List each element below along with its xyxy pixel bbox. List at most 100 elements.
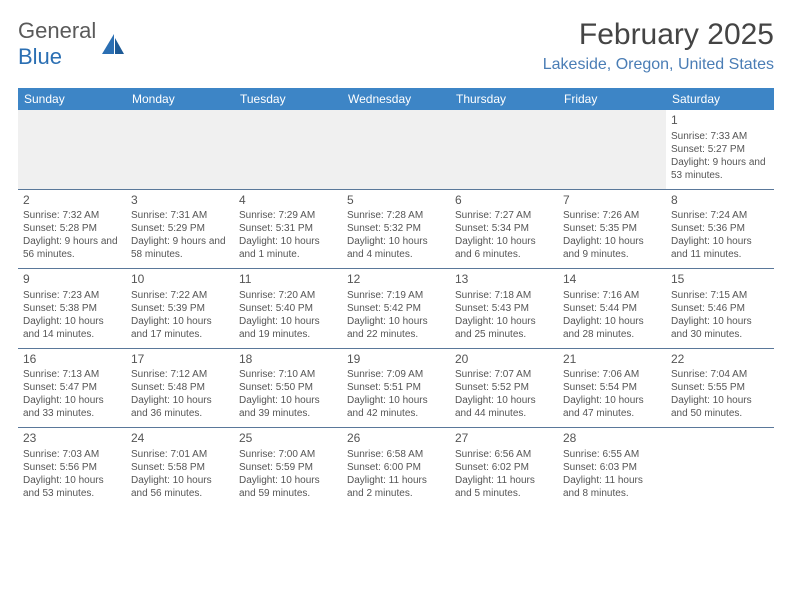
day-number: 17 <box>131 352 229 368</box>
day-number: 23 <box>23 431 121 447</box>
calendar-week: 2Sunrise: 7:32 AMSunset: 5:28 PMDaylight… <box>18 189 774 269</box>
day-number: 9 <box>23 272 121 288</box>
calendar-week: 1Sunrise: 7:33 AMSunset: 5:27 PMDaylight… <box>18 110 774 189</box>
day-number: 14 <box>563 272 661 288</box>
day-info: Sunrise: 6:55 AMSunset: 6:03 PMDaylight:… <box>563 448 661 500</box>
day-info: Sunrise: 7:31 AMSunset: 5:29 PMDaylight:… <box>131 209 229 261</box>
day-header: Wednesday <box>342 88 450 110</box>
calendar-cell: 4Sunrise: 7:29 AMSunset: 5:31 PMDaylight… <box>234 189 342 269</box>
logo-part2: Blue <box>18 44 62 69</box>
calendar-cell <box>558 110 666 189</box>
day-info: Sunrise: 7:22 AMSunset: 5:39 PMDaylight:… <box>131 289 229 341</box>
sail-icon <box>100 32 126 56</box>
day-info: Sunrise: 7:10 AMSunset: 5:50 PMDaylight:… <box>239 368 337 420</box>
day-number: 19 <box>347 352 445 368</box>
calendar-cell: 19Sunrise: 7:09 AMSunset: 5:51 PMDayligh… <box>342 348 450 428</box>
day-info: Sunrise: 7:09 AMSunset: 5:51 PMDaylight:… <box>347 368 445 420</box>
calendar-cell <box>234 110 342 189</box>
day-info: Sunrise: 7:03 AMSunset: 5:56 PMDaylight:… <box>23 448 121 500</box>
calendar-cell: 17Sunrise: 7:12 AMSunset: 5:48 PMDayligh… <box>126 348 234 428</box>
day-info: Sunrise: 7:12 AMSunset: 5:48 PMDaylight:… <box>131 368 229 420</box>
day-number: 1 <box>671 113 769 129</box>
calendar-cell <box>18 110 126 189</box>
calendar-body: 1Sunrise: 7:33 AMSunset: 5:27 PMDaylight… <box>18 110 774 507</box>
day-info: Sunrise: 7:16 AMSunset: 5:44 PMDaylight:… <box>563 289 661 341</box>
day-info: Sunrise: 7:18 AMSunset: 5:43 PMDaylight:… <box>455 289 553 341</box>
day-info: Sunrise: 7:15 AMSunset: 5:46 PMDaylight:… <box>671 289 769 341</box>
day-number: 5 <box>347 193 445 209</box>
day-header: Monday <box>126 88 234 110</box>
location: Lakeside, Oregon, United States <box>543 56 774 74</box>
calendar-cell <box>342 110 450 189</box>
day-number: 13 <box>455 272 553 288</box>
calendar-cell: 14Sunrise: 7:16 AMSunset: 5:44 PMDayligh… <box>558 269 666 349</box>
day-number: 3 <box>131 193 229 209</box>
page-title: February 2025 <box>543 18 774 52</box>
day-number: 12 <box>347 272 445 288</box>
day-header: Friday <box>558 88 666 110</box>
calendar-cell: 27Sunrise: 6:56 AMSunset: 6:02 PMDayligh… <box>450 428 558 507</box>
day-number: 22 <box>671 352 769 368</box>
calendar-cell: 23Sunrise: 7:03 AMSunset: 5:56 PMDayligh… <box>18 428 126 507</box>
day-number: 18 <box>239 352 337 368</box>
calendar-cell: 18Sunrise: 7:10 AMSunset: 5:50 PMDayligh… <box>234 348 342 428</box>
day-header-row: SundayMondayTuesdayWednesdayThursdayFrid… <box>18 88 774 110</box>
day-number: 28 <box>563 431 661 447</box>
day-header: Sunday <box>18 88 126 110</box>
day-info: Sunrise: 7:32 AMSunset: 5:28 PMDaylight:… <box>23 209 121 261</box>
calendar-cell: 21Sunrise: 7:06 AMSunset: 5:54 PMDayligh… <box>558 348 666 428</box>
calendar-week: 16Sunrise: 7:13 AMSunset: 5:47 PMDayligh… <box>18 348 774 428</box>
day-header: Thursday <box>450 88 558 110</box>
day-number: 4 <box>239 193 337 209</box>
calendar-cell: 11Sunrise: 7:20 AMSunset: 5:40 PMDayligh… <box>234 269 342 349</box>
calendar-cell: 12Sunrise: 7:19 AMSunset: 5:42 PMDayligh… <box>342 269 450 349</box>
calendar-cell: 3Sunrise: 7:31 AMSunset: 5:29 PMDaylight… <box>126 189 234 269</box>
day-number: 7 <box>563 193 661 209</box>
calendar-cell: 8Sunrise: 7:24 AMSunset: 5:36 PMDaylight… <box>666 189 774 269</box>
day-number: 27 <box>455 431 553 447</box>
calendar-cell: 20Sunrise: 7:07 AMSunset: 5:52 PMDayligh… <box>450 348 558 428</box>
day-number: 21 <box>563 352 661 368</box>
calendar-cell: 28Sunrise: 6:55 AMSunset: 6:03 PMDayligh… <box>558 428 666 507</box>
calendar-cell: 7Sunrise: 7:26 AMSunset: 5:35 PMDaylight… <box>558 189 666 269</box>
calendar-cell: 2Sunrise: 7:32 AMSunset: 5:28 PMDaylight… <box>18 189 126 269</box>
calendar-week: 9Sunrise: 7:23 AMSunset: 5:38 PMDaylight… <box>18 269 774 349</box>
day-number: 16 <box>23 352 121 368</box>
day-info: Sunrise: 7:23 AMSunset: 5:38 PMDaylight:… <box>23 289 121 341</box>
calendar-cell: 25Sunrise: 7:00 AMSunset: 5:59 PMDayligh… <box>234 428 342 507</box>
logo-text: General Blue <box>18 18 96 70</box>
day-info: Sunrise: 7:13 AMSunset: 5:47 PMDaylight:… <box>23 368 121 420</box>
day-number: 20 <box>455 352 553 368</box>
title-block: February 2025 Lakeside, Oregon, United S… <box>543 18 774 74</box>
day-info: Sunrise: 7:26 AMSunset: 5:35 PMDaylight:… <box>563 209 661 261</box>
day-info: Sunrise: 7:28 AMSunset: 5:32 PMDaylight:… <box>347 209 445 261</box>
day-number: 26 <box>347 431 445 447</box>
calendar-cell: 9Sunrise: 7:23 AMSunset: 5:38 PMDaylight… <box>18 269 126 349</box>
day-info: Sunrise: 7:01 AMSunset: 5:58 PMDaylight:… <box>131 448 229 500</box>
calendar-week: 23Sunrise: 7:03 AMSunset: 5:56 PMDayligh… <box>18 428 774 507</box>
calendar-cell <box>450 110 558 189</box>
calendar-cell: 6Sunrise: 7:27 AMSunset: 5:34 PMDaylight… <box>450 189 558 269</box>
day-number: 6 <box>455 193 553 209</box>
calendar-cell: 16Sunrise: 7:13 AMSunset: 5:47 PMDayligh… <box>18 348 126 428</box>
calendar-cell: 24Sunrise: 7:01 AMSunset: 5:58 PMDayligh… <box>126 428 234 507</box>
calendar-cell: 1Sunrise: 7:33 AMSunset: 5:27 PMDaylight… <box>666 110 774 189</box>
calendar-cell: 10Sunrise: 7:22 AMSunset: 5:39 PMDayligh… <box>126 269 234 349</box>
day-number: 2 <box>23 193 121 209</box>
logo: General Blue <box>18 18 126 70</box>
day-info: Sunrise: 7:07 AMSunset: 5:52 PMDaylight:… <box>455 368 553 420</box>
calendar-cell: 13Sunrise: 7:18 AMSunset: 5:43 PMDayligh… <box>450 269 558 349</box>
day-number: 25 <box>239 431 337 447</box>
day-info: Sunrise: 6:56 AMSunset: 6:02 PMDaylight:… <box>455 448 553 500</box>
calendar-cell: 5Sunrise: 7:28 AMSunset: 5:32 PMDaylight… <box>342 189 450 269</box>
day-info: Sunrise: 7:24 AMSunset: 5:36 PMDaylight:… <box>671 209 769 261</box>
day-info: Sunrise: 7:04 AMSunset: 5:55 PMDaylight:… <box>671 368 769 420</box>
calendar-cell: 22Sunrise: 7:04 AMSunset: 5:55 PMDayligh… <box>666 348 774 428</box>
day-number: 11 <box>239 272 337 288</box>
calendar-cell <box>126 110 234 189</box>
day-number: 10 <box>131 272 229 288</box>
day-info: Sunrise: 7:27 AMSunset: 5:34 PMDaylight:… <box>455 209 553 261</box>
day-info: Sunrise: 7:20 AMSunset: 5:40 PMDaylight:… <box>239 289 337 341</box>
day-info: Sunrise: 7:00 AMSunset: 5:59 PMDaylight:… <box>239 448 337 500</box>
day-info: Sunrise: 7:19 AMSunset: 5:42 PMDaylight:… <box>347 289 445 341</box>
